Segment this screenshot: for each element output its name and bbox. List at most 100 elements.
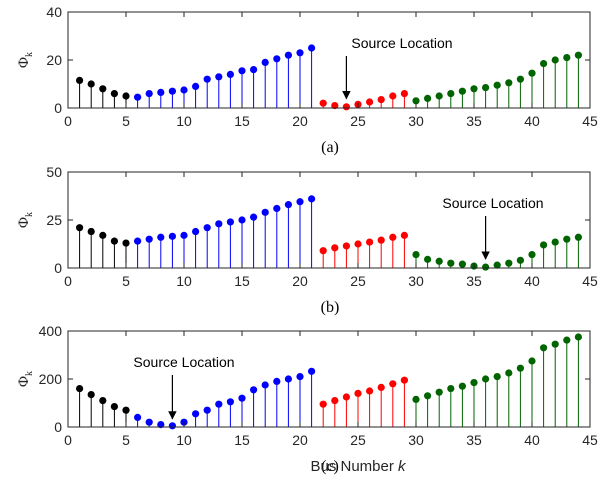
panel-b-marker-bus-33	[447, 259, 455, 267]
panel-b-marker-bus-3	[99, 231, 107, 239]
panel-a-marker-bus-44	[574, 51, 583, 59]
panel-c-marker-bus-27	[377, 383, 385, 391]
panel-c-marker-bus-24	[342, 393, 350, 401]
panel-a-marker-bus-5	[122, 92, 130, 100]
panel-c-marker-bus-29	[400, 376, 408, 384]
panel-b-marker-bus-41	[540, 241, 548, 249]
panel-b-marker-bus-14	[226, 218, 234, 226]
panel-b-xtick-label: 35	[466, 273, 482, 289]
panel-c-annotation: Source Location	[133, 354, 234, 370]
panel-c-marker-bus-43	[563, 336, 571, 344]
panel-b-marker-bus-44	[574, 233, 583, 241]
panel-a-ytick-label: 40	[46, 4, 62, 20]
panel-b-marker-bus-22	[319, 247, 327, 255]
panel-b-marker-bus-36	[482, 263, 490, 271]
panel-c-axes-frame	[67, 330, 591, 428]
panel-c: 0 5 10 15 20 25 30 35 40 45 0 200 400 Φk Source Loca…	[16, 323, 598, 475]
panel-b-xtick-label: 15	[234, 273, 250, 289]
panel-b-xtick-label: 5	[122, 273, 130, 289]
panel-b-marker-bus-12	[203, 224, 211, 232]
panel-c-marker-bus-30	[412, 395, 420, 403]
panel-a-marker-bus-42	[551, 56, 559, 64]
panel-c-xtick-label: 20	[292, 432, 308, 448]
panel-c-marker-bus-31	[424, 392, 432, 400]
panel-c-marker-bus-5	[122, 406, 130, 414]
panel-b-marker-bus-27	[377, 236, 385, 244]
panel-a-marker-bus-43	[563, 54, 571, 62]
panel-a-marker-bus-29	[400, 90, 408, 98]
panel-a-marker-bus-21	[308, 44, 316, 52]
panel-c-xtick-label: 10	[176, 432, 192, 448]
panel-c-marker-bus-28	[389, 380, 397, 388]
panel-a-marker-bus-1	[76, 76, 84, 84]
panel-c-xtick-label: 30	[408, 432, 424, 448]
panel-a-marker-bus-14	[226, 70, 234, 78]
panel-a-annotation: Source Location	[351, 35, 452, 51]
panel-b-marker-bus-38	[505, 259, 513, 267]
panel-a-xtick-label: 30	[408, 113, 424, 129]
panel-b-marker-bus-37	[493, 261, 501, 269]
panel-b-marker-bus-18	[273, 204, 281, 213]
panel-a-marker-bus-34	[458, 87, 466, 95]
panel-c-stems	[76, 333, 583, 430]
panel-c-marker-bus-22	[319, 400, 327, 408]
panel-c-xtick-label: 5	[122, 432, 130, 448]
panel-a-marker-bus-17	[261, 58, 269, 66]
panel-a-marker-bus-13	[215, 73, 223, 81]
panel-b-marker-bus-8	[157, 233, 165, 241]
panel-c-marker-bus-32	[435, 388, 443, 396]
panel-c-marker-bus-1	[76, 385, 84, 393]
panel-a-ytick-label: 0	[54, 100, 62, 116]
panel-c-marker-bus-41	[540, 344, 548, 352]
panel-a-marker-bus-38	[505, 79, 513, 87]
panel-c-ytick-label: 400	[39, 323, 63, 339]
panel-c-marker-bus-12	[203, 406, 211, 414]
panel-c-marker-bus-4	[110, 403, 118, 411]
panel-c-xtick-label: 0	[64, 432, 72, 448]
panel-c-marker-bus-8	[157, 421, 165, 429]
panel-b-marker-bus-31	[424, 255, 432, 263]
panel-b-xtick-label: 40	[524, 273, 540, 289]
panel-b-ytick-label: 0	[54, 260, 62, 276]
panel-a-marker-bus-41	[540, 60, 548, 68]
panel-a-xtick-label: 0	[64, 113, 72, 129]
panel-b-marker-bus-13	[215, 220, 223, 228]
panel-c-marker-bus-26	[366, 387, 374, 395]
panel-b-marker-bus-28	[389, 233, 397, 241]
panel-b-marker-bus-17	[261, 208, 269, 216]
panel-c-marker-bus-11	[192, 410, 200, 418]
panel-b-marker-bus-6	[134, 237, 142, 245]
panel-c-marker-bus-19	[284, 375, 292, 383]
panel-c-xtick-label: 40	[524, 432, 540, 448]
panel-a-marker-bus-27	[377, 96, 385, 104]
panel-a-xtick-label: 15	[234, 113, 250, 129]
panel-b: 0 5 10 15 20 25 30 35 40 45 0 25 50 Φk Source Locati…	[16, 164, 598, 316]
panel-c-ytick-label: 200	[39, 371, 63, 387]
panel-a-marker-bus-35	[470, 85, 478, 93]
panel-b-marker-bus-25	[354, 240, 362, 248]
panel-a-marker-bus-12	[203, 75, 211, 83]
panel-c-xtick-label: 35	[466, 432, 482, 448]
panel-a-xtick-label: 40	[524, 113, 540, 129]
panel-b-marker-bus-9	[168, 232, 176, 240]
panel-a-marker-bus-37	[493, 81, 501, 89]
panel-c-marker-bus-25	[354, 389, 362, 397]
panel-a-ytick-label: 20	[46, 52, 62, 68]
panel-b-marker-bus-39	[516, 256, 525, 264]
panel-c-marker-bus-16	[250, 386, 258, 394]
panel-a-marker-bus-10	[180, 86, 188, 94]
panel-b-marker-bus-20	[296, 198, 304, 206]
panel-a-marker-bus-40	[528, 69, 536, 77]
panel-b-marker-bus-1	[76, 224, 84, 232]
panel-c-marker-bus-7	[145, 418, 153, 426]
panel-a-marker-bus-19	[284, 51, 292, 59]
panel-a-marker-bus-26	[366, 98, 374, 106]
panel-a: 0 5 10 15 20 25 30 35 40 45 0 20 40 Φk Source Locati…	[16, 4, 598, 156]
panel-a-marker-bus-4	[110, 90, 118, 98]
panel-a-marker-bus-30	[412, 97, 420, 105]
panel-a-marker-bus-24	[342, 103, 350, 111]
panel-a-marker-bus-36	[482, 84, 490, 92]
panel-c-xtick-label: 15	[234, 432, 250, 448]
panel-a-marker-bus-6	[134, 93, 142, 101]
